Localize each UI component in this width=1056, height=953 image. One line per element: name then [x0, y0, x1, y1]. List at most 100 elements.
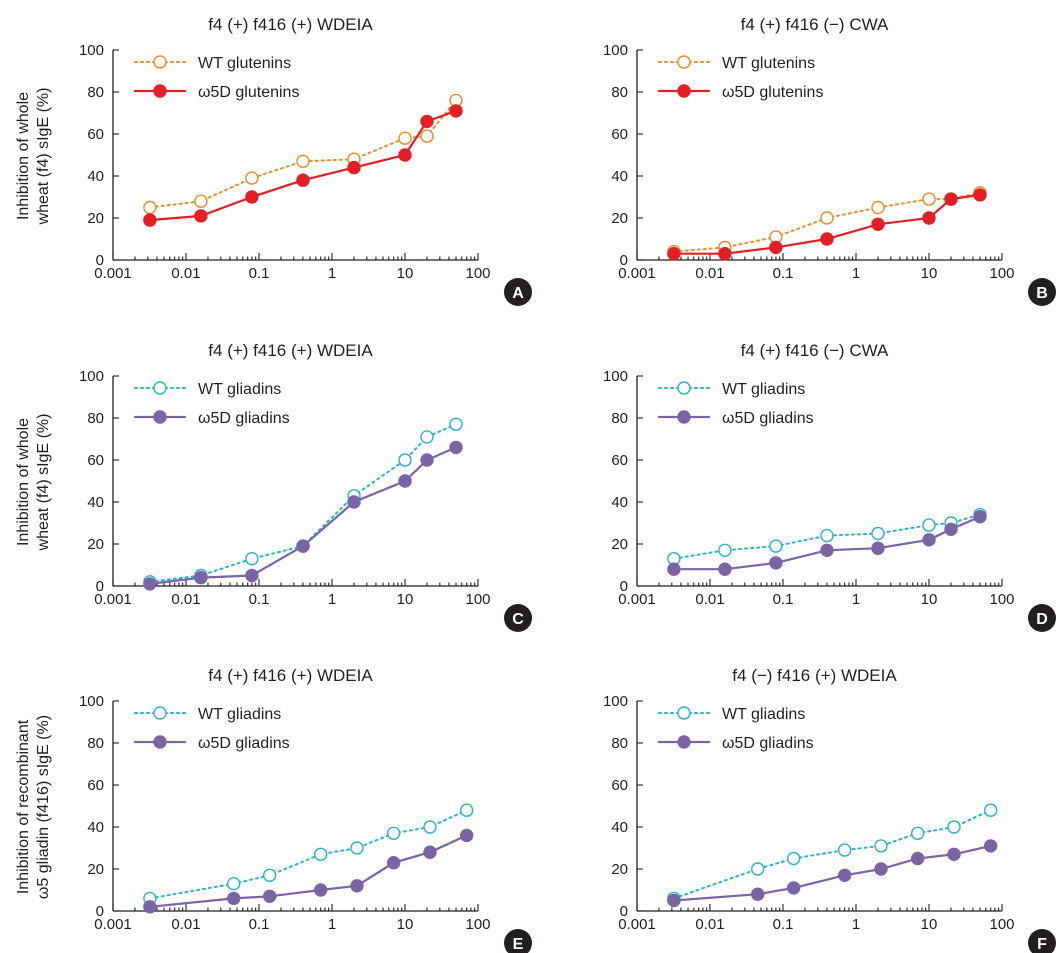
x-tick-label: 0.1: [773, 591, 794, 608]
legend-marker: [153, 55, 167, 69]
y-axis-label-line: Inhibition of whole: [15, 92, 32, 220]
x-tick-label: 1: [852, 591, 860, 608]
legend-label: WT gliadins: [722, 706, 805, 723]
data-point: [226, 877, 241, 891]
y-axis-label: Inhibition of whole wheat (f4) sIgE (%): [15, 88, 52, 226]
data-point: [449, 417, 463, 431]
data-point: [751, 862, 765, 876]
data-point: [143, 213, 157, 227]
data-point: [820, 543, 834, 557]
x-tick-label: 1: [852, 916, 860, 933]
y-tick-label: 40: [611, 819, 628, 836]
chart-panel-c: f4 (+) f416 (+) WDEIA 0 20 40 60 80 100 0.001 0.…: [79, 341, 532, 632]
data-point: [420, 114, 434, 129]
series-line-wt: [672, 191, 981, 253]
x-tick-label: 0.001: [94, 916, 132, 933]
legend-marker: [153, 735, 167, 749]
x-tick-label: 0.01: [171, 916, 200, 933]
data-point: [922, 533, 936, 547]
chart-title: f4 (+) f416 (−) CWA: [741, 15, 889, 34]
x-tick-label: 10: [397, 591, 414, 608]
y-axis-label: Inhibition of recombinant ω5 gliadin (f41…: [15, 715, 52, 899]
chart-panel-f: f4 (−) f416 (+) WDEIA 0 20 40 60 80 100 0.001 0.…: [603, 666, 1056, 953]
y-tick-label: 100: [603, 368, 628, 385]
data-point: [911, 851, 925, 866]
panel-badge: [1028, 929, 1056, 953]
legend-label: WT gliadins: [198, 706, 281, 723]
y-tick-label: 60: [611, 452, 628, 469]
x-tick-label: 0.01: [695, 916, 724, 933]
data-point: [751, 887, 765, 901]
x-tick-label: 0.001: [618, 265, 656, 282]
data-point: [226, 891, 241, 906]
series-line-o5d: [672, 844, 992, 902]
data-point: [838, 868, 852, 882]
y-tick-label: 20: [611, 210, 628, 227]
data-point: [143, 577, 157, 591]
data-point: [718, 562, 732, 576]
panel-badge-letter: C: [512, 611, 524, 628]
x-tick-label: 0.1: [773, 265, 794, 282]
legend-label: ω5D gliadins: [722, 735, 814, 752]
x-tick-label: 1: [328, 916, 336, 933]
y-tick-label: 40: [611, 494, 628, 511]
x-tick-label: 0.1: [249, 265, 270, 282]
y-tick-label: 40: [87, 494, 104, 511]
data-point: [947, 847, 961, 861]
chart-panel-b: f4 (+) f416 (−) CWA 0 20 40 60 80 100 0.001 0.01…: [603, 15, 1056, 306]
x-tick-label: 100: [989, 591, 1014, 608]
chart-title: f4 (+) f416 (+) WDEIA: [208, 341, 373, 360]
data-point: [420, 129, 434, 143]
legend-marker: [677, 55, 691, 69]
series-line-wt: [148, 99, 457, 209]
chart-title: f4 (+) f416 (+) WDEIA: [208, 15, 373, 34]
data-point: [194, 194, 208, 208]
data-point: [194, 209, 208, 223]
data-point: [922, 518, 936, 532]
y-tick-label: 40: [87, 168, 104, 185]
legend-marker: [153, 706, 167, 720]
legend-marker: [677, 735, 691, 749]
data-point: [347, 495, 361, 509]
x-tick-label: 10: [921, 916, 938, 933]
data-point: [871, 217, 885, 232]
y-tick-label: 100: [603, 42, 628, 59]
chart-panel-e: f4 (+) f416 (+) WDEIA 0 20 40 60 80 100 0.001 0.…: [79, 666, 532, 953]
x-tick-label: 0.01: [171, 591, 200, 608]
data-point: [245, 552, 259, 566]
legend-label: WT glutenins: [722, 55, 815, 72]
data-point: [769, 539, 783, 553]
data-point: [922, 192, 936, 206]
x-tick-label: 0.1: [249, 916, 270, 933]
legend-marker: [677, 410, 691, 424]
y-axis-label: Inhibition of whole wheat (f4) sIgE (%): [15, 414, 52, 552]
panel-badge-letter: D: [1036, 611, 1048, 628]
data-point: [296, 154, 310, 169]
series-line-wt: [672, 809, 992, 900]
data-point: [769, 240, 783, 255]
data-point: [387, 826, 401, 840]
data-point: [449, 104, 463, 118]
data-point: [143, 200, 157, 215]
data-point: [423, 845, 437, 859]
data-point: [245, 171, 259, 185]
x-tick-label: 100: [465, 591, 490, 608]
y-tick-label: 60: [611, 126, 628, 143]
y-axis-label-line: wheat (f4) sIgE (%): [35, 88, 52, 226]
data-point: [973, 188, 987, 202]
y-tick-label: 0: [620, 903, 628, 920]
y-tick-label: 80: [611, 735, 628, 752]
data-point: [944, 192, 958, 206]
data-point: [398, 148, 412, 162]
chart-title: f4 (+) f416 (+) WDEIA: [208, 666, 373, 685]
data-point: [314, 883, 328, 897]
y-tick-label: 20: [611, 536, 628, 553]
series-line-o5d: [148, 446, 458, 586]
y-tick-label: 80: [87, 410, 104, 427]
data-point: [944, 522, 958, 536]
y-tick-label: 100: [79, 693, 104, 710]
y-tick-label: 80: [611, 84, 628, 101]
x-tick-label: 0.001: [618, 591, 656, 608]
data-point: [398, 131, 412, 145]
data-point: [314, 847, 328, 861]
